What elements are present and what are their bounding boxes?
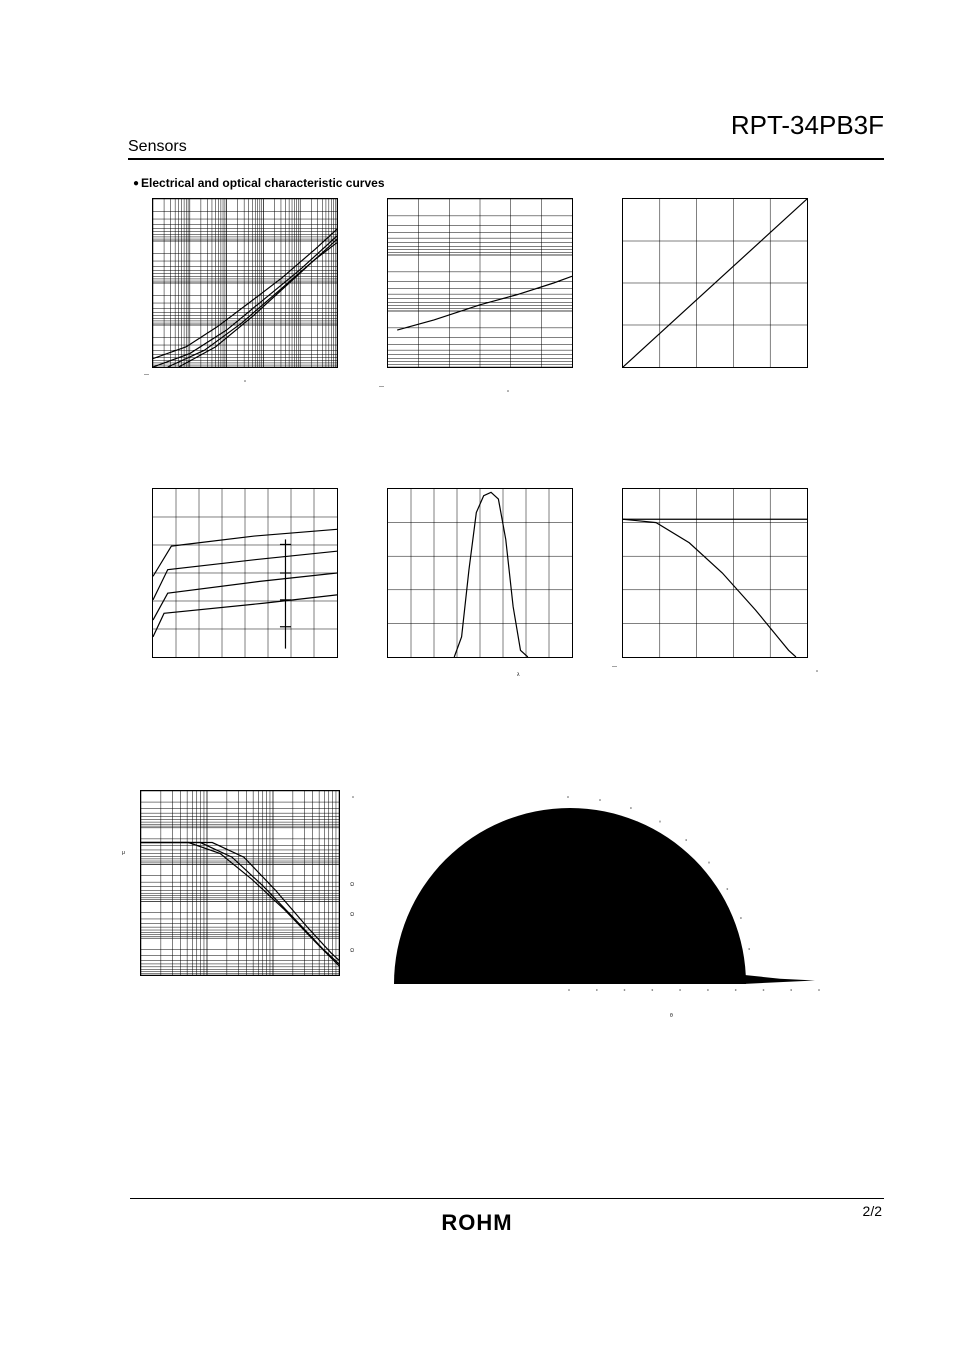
right-label: Ω	[350, 912, 354, 918]
charts-grid: — ° — °	[152, 198, 852, 658]
svg-text:°: °	[748, 948, 750, 954]
section-title: Electrical and optical characteristic cu…	[133, 176, 385, 190]
chart-svg	[623, 199, 807, 367]
axis-label: —	[612, 664, 617, 670]
chart-box	[387, 198, 573, 368]
chart-box	[387, 488, 573, 658]
chart-box	[622, 198, 808, 368]
svg-text:°: °	[735, 989, 737, 995]
category-label: Sensors	[128, 138, 187, 156]
chart-r1c2: — °	[387, 198, 577, 368]
svg-text:°: °	[651, 989, 653, 995]
chart-svg	[388, 199, 572, 367]
part-number: RPT-34PB3F	[731, 110, 884, 141]
chart-svg	[141, 791, 339, 975]
svg-text:°: °	[685, 839, 687, 845]
svg-text:°: °	[726, 888, 728, 894]
axis-label: °	[507, 390, 509, 396]
chart-r2c3: — °	[622, 488, 812, 658]
chart-svg	[388, 489, 572, 657]
axis-label: θ	[670, 1013, 673, 1019]
chart-freq: μ ° Ω Ω Ω	[140, 790, 340, 1005]
chart-box	[622, 488, 808, 658]
svg-text:°: °	[818, 989, 820, 995]
chart-box	[152, 488, 338, 658]
right-label: °	[352, 796, 354, 802]
right-label: Ω	[350, 882, 354, 888]
svg-text:°: °	[740, 917, 742, 923]
svg-text:°: °	[790, 989, 792, 995]
polar-svg: °°°°°°°°°°°°°°°°°°°°°°°°°°°	[390, 790, 820, 1000]
svg-text:°: °	[596, 989, 598, 995]
row3: μ ° Ω Ω Ω °°°°°°°°°°°°°°°°°°°°°°°°°°° θ	[140, 790, 870, 1005]
axis-label: °	[816, 670, 818, 676]
chart-svg	[153, 199, 337, 367]
axis-label: μ	[122, 850, 125, 856]
svg-text:°: °	[567, 796, 569, 802]
page-number: 2/2	[863, 1203, 882, 1219]
chart-r1c1: — °	[152, 198, 342, 368]
axis-label: °	[244, 380, 246, 386]
chart-polar: °°°°°°°°°°°°°°°°°°°°°°°°°°° θ	[390, 790, 820, 1005]
svg-text:°: °	[599, 799, 601, 805]
svg-text:°: °	[679, 989, 681, 995]
right-label: Ω	[350, 948, 354, 954]
svg-text:°: °	[659, 821, 661, 827]
chart-box	[140, 790, 340, 976]
svg-text:°: °	[630, 807, 632, 813]
chart-svg	[153, 489, 337, 657]
rohm-logo: ROHM	[441, 1210, 512, 1236]
chart-r2c1	[152, 488, 342, 658]
svg-text:°: °	[624, 989, 626, 995]
chart-box	[152, 198, 338, 368]
chart-r1c3	[622, 198, 812, 368]
chart-svg	[623, 489, 807, 657]
svg-text:°: °	[568, 989, 570, 995]
axis-label: λ	[517, 672, 520, 678]
axis-label: —	[379, 384, 384, 390]
svg-text:°: °	[762, 989, 764, 995]
header-divider	[128, 158, 884, 160]
footer-divider	[130, 1198, 884, 1199]
svg-text:°: °	[707, 989, 709, 995]
axis-label: —	[144, 372, 149, 378]
chart-r2c2: λ	[387, 488, 577, 658]
svg-text:°: °	[708, 862, 710, 868]
